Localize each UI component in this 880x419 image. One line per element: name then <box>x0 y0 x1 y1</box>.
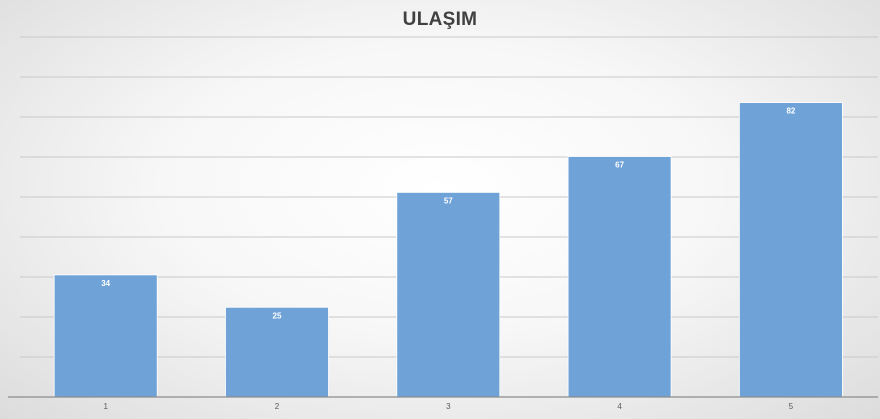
bar-2 <box>225 306 329 398</box>
x-tick-label-4: 4 <box>617 402 622 411</box>
x-tick-labels: 1 2 3 4 5 <box>103 402 793 411</box>
x-tick-label-5: 5 <box>789 402 794 411</box>
chart-title: ULAŞIM <box>402 9 478 30</box>
x-tick-label-2: 2 <box>275 402 280 411</box>
data-label-3: 57 <box>444 196 453 205</box>
data-label-5: 82 <box>786 107 795 116</box>
data-labels: 34 25 57 67 82 <box>101 107 796 321</box>
bar-5 <box>739 102 843 398</box>
x-tick-label-1: 1 <box>103 402 108 411</box>
bar-3 <box>396 191 501 398</box>
data-label-1: 34 <box>101 279 110 288</box>
bar-1 <box>53 274 158 398</box>
data-label-2: 25 <box>273 311 282 320</box>
data-label-4: 67 <box>615 161 624 170</box>
x-tick-label-3: 3 <box>446 402 451 411</box>
bar-4 <box>567 156 672 398</box>
bars <box>53 102 843 398</box>
